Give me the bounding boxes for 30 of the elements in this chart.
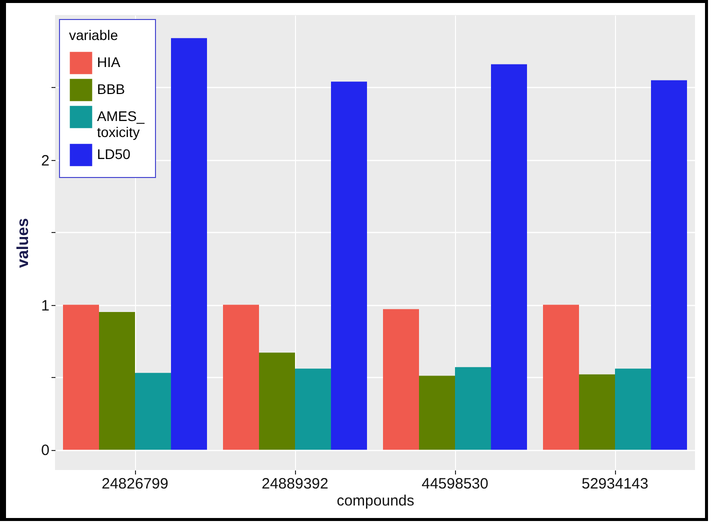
x-tick-label: 24889392 bbox=[262, 476, 328, 492]
bar bbox=[491, 64, 527, 450]
bar bbox=[259, 352, 295, 450]
y-tick-label: 2 bbox=[41, 152, 50, 170]
y-tick-label: 0 bbox=[41, 442, 50, 460]
bar bbox=[543, 304, 579, 450]
legend-label: BBB bbox=[97, 81, 126, 97]
x-tick-label: 44598530 bbox=[422, 476, 488, 492]
bar bbox=[135, 372, 171, 450]
bar bbox=[331, 82, 367, 450]
bar bbox=[63, 304, 99, 450]
bar bbox=[651, 80, 687, 450]
bar bbox=[383, 309, 419, 450]
y-tick-label: 1 bbox=[41, 297, 50, 314]
x-tick-label: 52934143 bbox=[582, 476, 648, 492]
bar bbox=[455, 367, 491, 450]
y-axis-title: values bbox=[15, 218, 32, 268]
bar bbox=[295, 368, 331, 450]
bar bbox=[99, 312, 135, 450]
bar bbox=[171, 38, 207, 450]
legend-label: AMES_toxicity bbox=[97, 108, 145, 140]
x-tick-label: 24826799 bbox=[102, 476, 168, 492]
legend-title: variable bbox=[69, 27, 118, 43]
legend-label: LD50 bbox=[97, 146, 131, 162]
legend-label: HIA bbox=[97, 54, 121, 70]
bar bbox=[615, 368, 651, 450]
bar bbox=[419, 376, 455, 450]
x-axis-title: compounds bbox=[336, 492, 414, 510]
bar bbox=[223, 304, 259, 450]
bar bbox=[579, 374, 615, 450]
